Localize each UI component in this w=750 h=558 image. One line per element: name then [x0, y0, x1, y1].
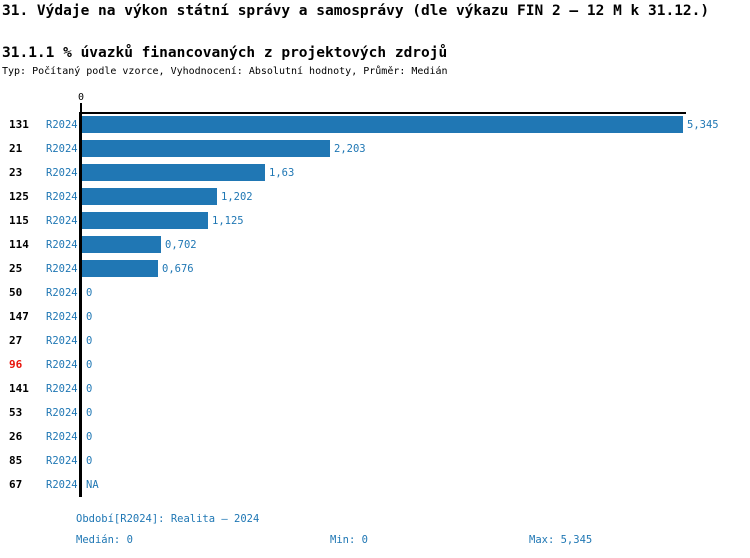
x-axis-line — [79, 112, 686, 114]
footer-min: Min: 0 — [330, 534, 368, 546]
row-value-label: 0 — [86, 287, 93, 299]
y-axis-line — [79, 112, 82, 497]
report-title: 31. Výdaje na výkon státní správy a samo… — [2, 3, 710, 19]
row-series-label: R2024 — [46, 239, 78, 251]
row-value-label: NA — [86, 479, 99, 491]
row-series-label: R2024 — [46, 431, 78, 443]
row-category-label: 67 — [9, 478, 23, 491]
row-series-label: R2024 — [46, 215, 78, 227]
row-value-label: 0,676 — [162, 263, 194, 275]
chart-row: 141 R2024 0 — [0, 377, 750, 401]
chart-row: 147 R2024 0 — [0, 305, 750, 329]
row-series-label: R2024 — [46, 119, 78, 131]
row-category-label: 131 — [9, 118, 29, 131]
row-value-label: 2,203 — [334, 143, 366, 155]
row-bar — [82, 212, 208, 229]
row-value-label: 0 — [86, 383, 93, 395]
row-series-label: R2024 — [46, 479, 78, 491]
chart-row: 96 R2024 0 — [0, 353, 750, 377]
chart-row: 27 R2024 0 — [0, 329, 750, 353]
row-series-label: R2024 — [46, 455, 78, 467]
row-bar — [82, 140, 330, 157]
row-category-label: 21 — [9, 142, 23, 155]
row-category-label: 25 — [9, 262, 23, 275]
row-series-label: R2024 — [46, 263, 78, 275]
row-bar — [82, 260, 158, 277]
footer-period: Období[R2024]: Realita – 2024 — [76, 513, 260, 525]
row-series-label: R2024 — [46, 191, 78, 203]
chart-row: 114 R2024 0,702 — [0, 233, 750, 257]
chart-row: 131 R2024 5,345 — [0, 113, 750, 137]
chart-row: 67 R2024 NA — [0, 473, 750, 497]
chart-row: 21 R2024 2,203 — [0, 137, 750, 161]
row-value-label: 0 — [86, 359, 93, 371]
row-category-label: 114 — [9, 238, 29, 251]
row-series-label: R2024 — [46, 359, 78, 371]
x-axis-zero-tick-label: 0 — [77, 92, 85, 103]
row-bar — [82, 116, 683, 133]
chart-row: 23 R2024 1,63 — [0, 161, 750, 185]
row-category-label: 125 — [9, 190, 29, 203]
row-value-label: 1,63 — [269, 167, 295, 179]
chart-row: 50 R2024 0 — [0, 281, 750, 305]
row-series-label: R2024 — [46, 167, 78, 179]
row-category-label: 115 — [9, 214, 29, 227]
row-value-label: 0,702 — [165, 239, 197, 251]
row-value-label: 5,345 — [687, 119, 719, 131]
chart-row: 25 R2024 0,676 — [0, 257, 750, 281]
row-value-label: 0 — [86, 431, 93, 443]
indicator-title: 31.1.1 % úvazků financovaných z projekto… — [2, 45, 448, 61]
row-series-label: R2024 — [46, 407, 78, 419]
row-value-label: 0 — [86, 407, 93, 419]
row-value-label: 0 — [86, 311, 93, 323]
row-category-label: 96 — [9, 358, 23, 371]
row-series-label: R2024 — [46, 311, 78, 323]
row-bar — [82, 188, 217, 205]
row-value-label: 0 — [86, 455, 93, 467]
row-category-label: 23 — [9, 166, 23, 179]
chart-row: 115 R2024 1,125 — [0, 209, 750, 233]
row-series-label: R2024 — [46, 143, 78, 155]
row-series-label: R2024 — [46, 287, 78, 299]
row-category-label: 147 — [9, 310, 29, 323]
row-bar — [82, 164, 265, 181]
row-category-label: 50 — [9, 286, 23, 299]
chart-row: 26 R2024 0 — [0, 425, 750, 449]
row-category-label: 85 — [9, 454, 23, 467]
footer-median: Medián: 0 — [76, 534, 133, 546]
chart-row: 53 R2024 0 — [0, 401, 750, 425]
row-value-label: 1,125 — [212, 215, 244, 227]
row-category-label: 26 — [9, 430, 23, 443]
chart-row: 125 R2024 1,202 — [0, 185, 750, 209]
row-value-label: 1,202 — [221, 191, 253, 203]
row-value-label: 0 — [86, 335, 93, 347]
x-axis-tick-mark — [80, 103, 82, 112]
chart-row: 85 R2024 0 — [0, 449, 750, 473]
row-category-label: 27 — [9, 334, 23, 347]
footer-max: Max: 5,345 — [529, 534, 593, 546]
row-category-label: 53 — [9, 406, 23, 419]
row-bar — [82, 236, 161, 253]
indicator-meta: Typ: Počítaný podle vzorce, Vyhodnocení:… — [2, 66, 448, 77]
row-category-label: 141 — [9, 382, 29, 395]
row-series-label: R2024 — [46, 335, 78, 347]
row-series-label: R2024 — [46, 383, 78, 395]
